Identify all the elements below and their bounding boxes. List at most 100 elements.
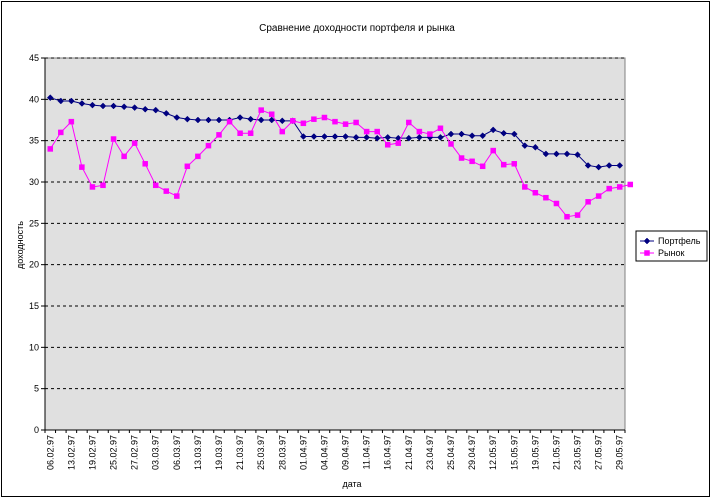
data-point xyxy=(89,101,96,109)
data-point xyxy=(595,193,602,199)
data-point xyxy=(121,153,127,160)
data-point xyxy=(605,162,613,169)
data-point xyxy=(331,133,339,140)
data-point xyxy=(205,116,212,124)
x-tick-label: 19.03.97 xyxy=(214,435,224,470)
data-point xyxy=(216,132,222,138)
x-tick-label: 27.02.97 xyxy=(130,435,140,470)
data-point xyxy=(542,150,550,158)
data-point xyxy=(363,128,370,135)
data-point xyxy=(584,162,592,169)
data-point xyxy=(437,125,444,132)
data-point xyxy=(500,161,507,168)
data-point xyxy=(279,128,286,135)
data-point xyxy=(236,114,244,121)
data-point xyxy=(237,130,243,136)
x-tick-label: 16.04.97 xyxy=(383,435,393,470)
x-tick-label: 21.04.97 xyxy=(404,435,414,470)
data-point xyxy=(195,153,201,160)
x-tick-label: 21.05.97 xyxy=(551,435,561,470)
data-point xyxy=(290,118,296,124)
data-point xyxy=(585,199,591,205)
data-point xyxy=(131,104,138,111)
legend-label: Портфель xyxy=(658,236,701,246)
data-point xyxy=(131,140,138,146)
data-point xyxy=(395,140,402,146)
data-point xyxy=(468,132,476,140)
x-tick-label: 29.04.97 xyxy=(467,435,477,470)
x-tick-label: 03.03.97 xyxy=(151,435,161,470)
data-point xyxy=(553,200,560,207)
data-point xyxy=(479,163,486,170)
y-tick-label: 25 xyxy=(29,218,39,228)
data-point xyxy=(47,146,54,152)
x-tick-label: 23.04.97 xyxy=(425,435,435,470)
data-point xyxy=(110,136,117,142)
data-point xyxy=(564,213,570,220)
data-point xyxy=(78,100,86,107)
data-point xyxy=(384,142,391,148)
data-point xyxy=(142,161,148,167)
data-point xyxy=(342,121,349,127)
data-point xyxy=(174,193,180,199)
legend-marker xyxy=(643,237,651,245)
y-tick-label: 5 xyxy=(34,384,39,394)
data-point xyxy=(184,163,191,170)
data-point xyxy=(373,134,381,142)
x-tick-label: 23.05.97 xyxy=(573,435,583,470)
data-point xyxy=(543,194,549,201)
data-point xyxy=(363,134,370,141)
x-tick-label: 13.02.97 xyxy=(66,435,76,470)
data-point xyxy=(416,134,423,141)
data-point xyxy=(458,130,465,138)
data-point xyxy=(574,151,581,159)
y-tick-label: 40 xyxy=(29,94,39,104)
data-point xyxy=(352,134,360,141)
data-point xyxy=(616,184,623,190)
data-point xyxy=(278,117,286,125)
data-point xyxy=(469,158,475,165)
data-point xyxy=(405,134,413,142)
data-point xyxy=(58,129,64,136)
data-point xyxy=(99,102,107,110)
data-point xyxy=(300,120,307,127)
data-point xyxy=(532,143,539,151)
data-point xyxy=(510,130,518,138)
x-tick-label: 12.05.97 xyxy=(488,435,498,470)
y-tick-label: 10 xyxy=(29,342,39,352)
data-point xyxy=(553,150,560,158)
data-point xyxy=(606,185,612,192)
data-point xyxy=(627,181,634,188)
data-point xyxy=(162,110,170,117)
data-point xyxy=(384,134,392,141)
x-tick-label: 25.02.97 xyxy=(109,435,119,470)
data-point xyxy=(447,130,455,138)
data-point xyxy=(268,116,276,124)
data-point xyxy=(247,130,254,136)
y-tick-label: 45 xyxy=(29,53,39,63)
data-point xyxy=(152,182,159,189)
y-tick-label: 20 xyxy=(29,260,39,270)
data-point xyxy=(46,94,54,102)
x-tick-label: 06.02.97 xyxy=(45,435,55,470)
data-point xyxy=(215,116,223,124)
data-point xyxy=(120,103,128,111)
x-tick-label: 01.04.97 xyxy=(298,435,308,470)
data-point xyxy=(406,119,412,126)
data-point xyxy=(321,114,328,121)
data-point xyxy=(374,128,380,135)
x-tick-label: 29.05.97 xyxy=(615,435,625,470)
data-point xyxy=(521,142,529,149)
legend-marker xyxy=(644,250,650,256)
x-tick-label: 28.03.97 xyxy=(277,435,287,470)
data-point xyxy=(163,188,170,194)
data-point xyxy=(257,116,265,124)
data-point xyxy=(184,115,191,123)
x-tick-label: 09.04.97 xyxy=(341,435,351,470)
data-point xyxy=(100,182,106,189)
data-point xyxy=(89,184,96,190)
data-point xyxy=(110,102,117,110)
plot-background xyxy=(44,57,626,431)
x-tick-label: 25.04.97 xyxy=(446,435,456,470)
